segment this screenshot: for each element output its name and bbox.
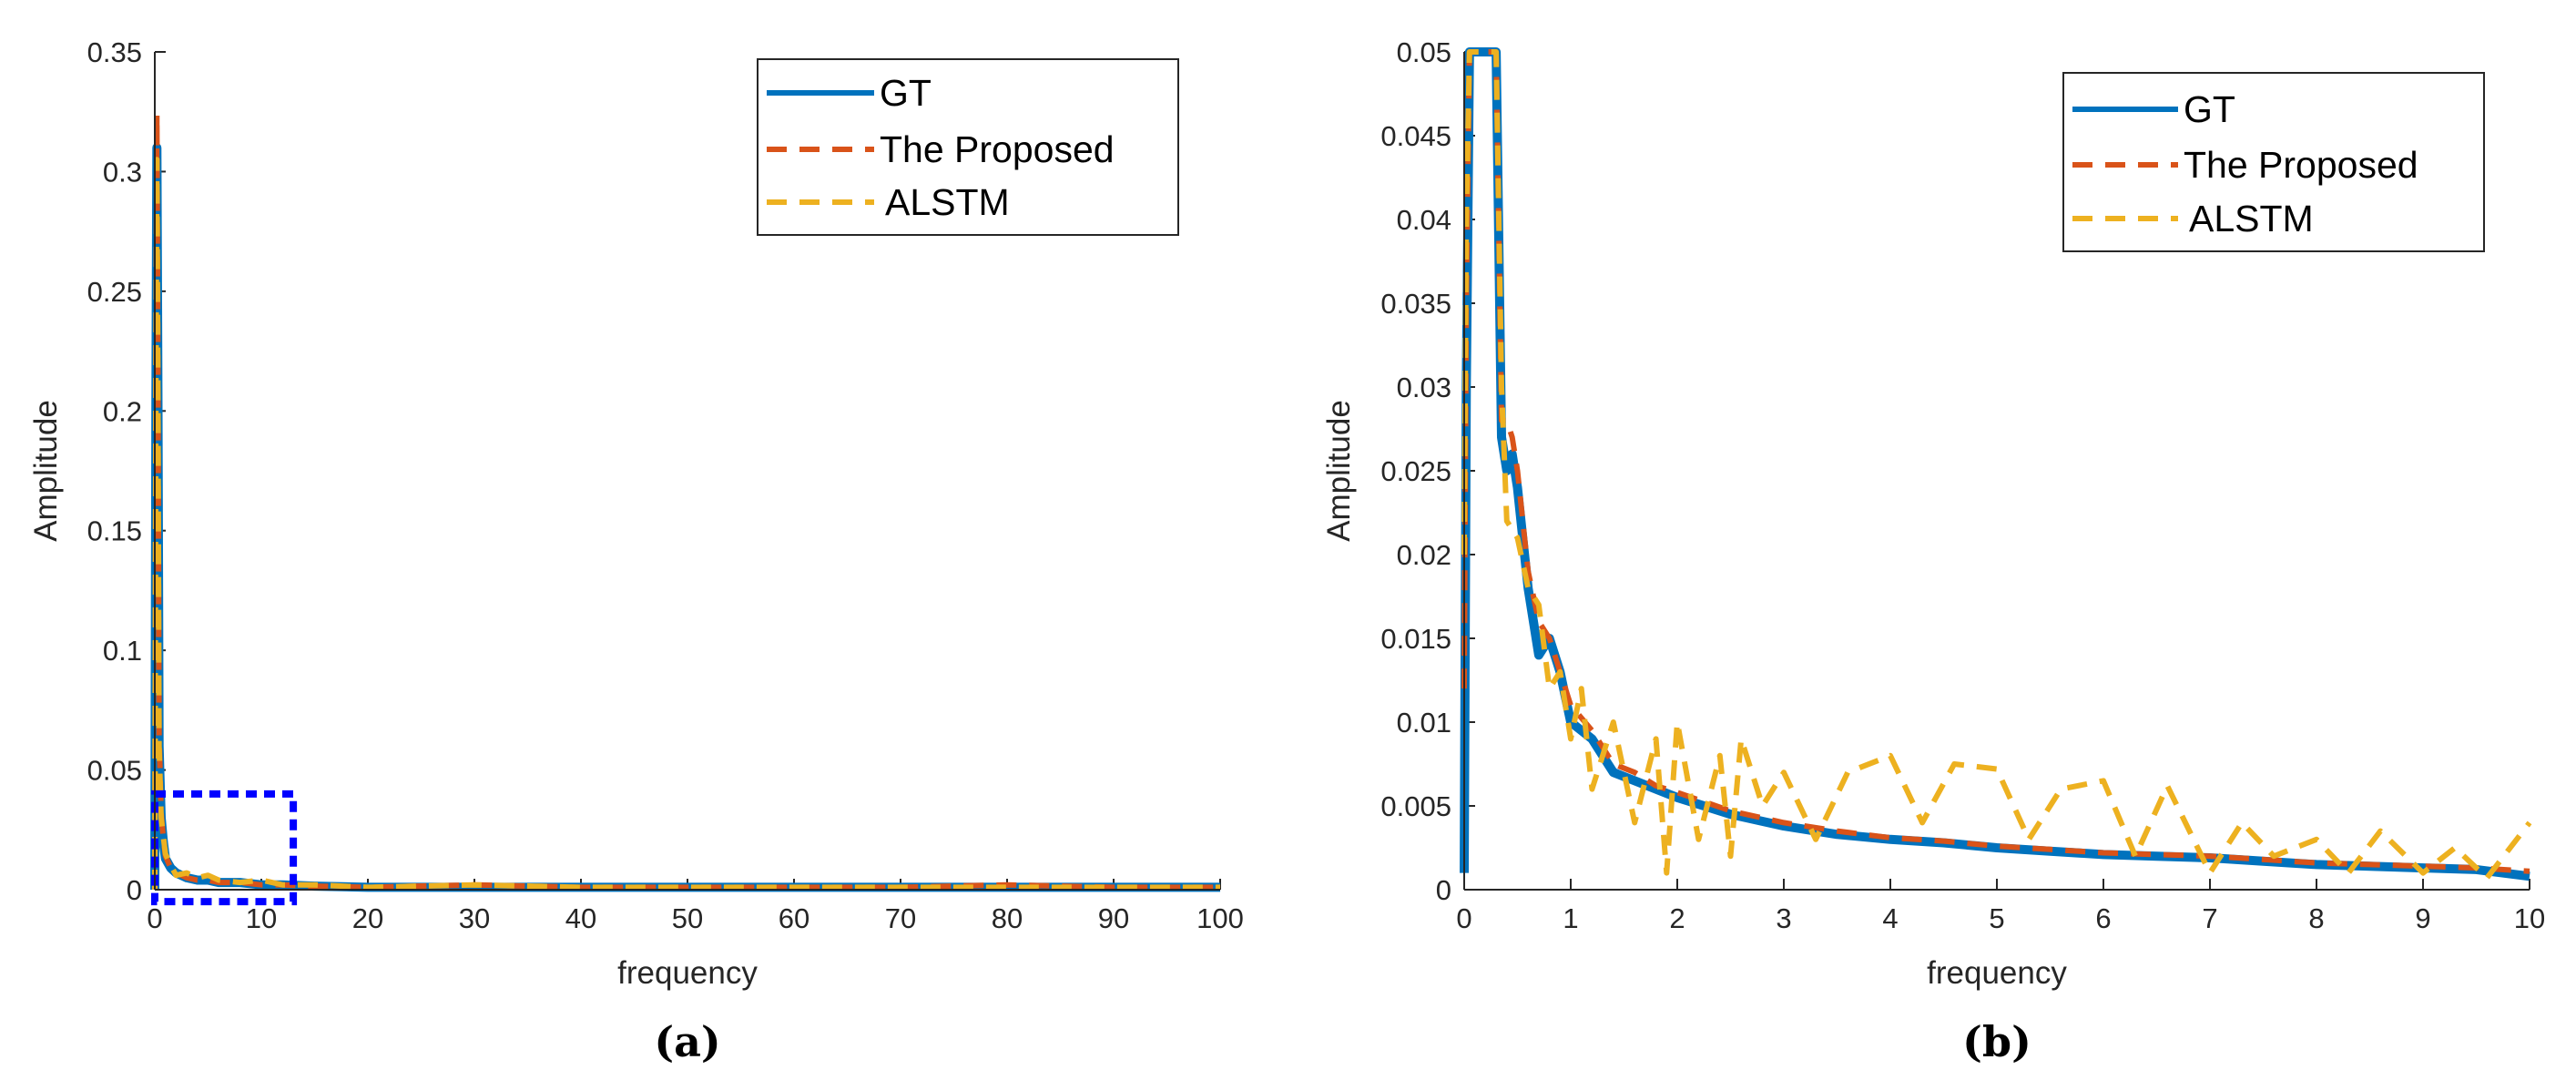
legend-label-gt: GT (880, 72, 932, 114)
x-tick-label: 90 (1098, 902, 1129, 934)
y-tick-label: 0.05 (87, 755, 142, 787)
y-tick-label: 0 (1436, 874, 1451, 906)
y-tick-label: 0.04 (1397, 204, 1451, 236)
y-tick-label: 0.01 (1397, 707, 1451, 739)
x-tick-label: 1 (1563, 902, 1578, 934)
x-tick-label: 20 (352, 902, 383, 934)
x-tick-label: 8 (2308, 902, 2324, 934)
y-tick-label: 0.15 (87, 515, 142, 547)
panel-b-series (1460, 47, 2532, 881)
panel-a-ticks: 0 10 20 30 40 50 60 70 80 90 100 0 0.05 0.1 0.15 0.2 0.2… (87, 36, 1244, 934)
series-line-alstm (152, 157, 1220, 891)
x-tick-label: 40 (565, 902, 596, 934)
y-tick-label: 0.035 (1380, 288, 1451, 320)
x-tick-label: 30 (459, 902, 490, 934)
x-tick-label: 5 (1989, 902, 2004, 934)
y-tick-label: 0.3 (103, 156, 142, 188)
legend-box (757, 58, 1179, 236)
panel-b: 0 1 2 3 4 5 6 7 8 9 10 0 0.005 0.01 0.015 0.02 0.025 0.03… (1321, 36, 2545, 1066)
panel-a-ylabel: Amplitude (28, 400, 64, 542)
y-tick-label: 0.1 (103, 635, 142, 667)
x-tick-label: 0 (1456, 902, 1471, 934)
x-tick-label: 50 (672, 902, 703, 934)
x-tick-label: 4 (1882, 902, 1898, 934)
x-tick-label: 9 (2415, 902, 2430, 934)
y-tick-label: 0.015 (1380, 623, 1451, 655)
x-tick-label: 100 (1196, 902, 1244, 934)
panel-b-legend: GT The Proposed ALSTM (2062, 72, 2485, 252)
legend-label-gt: GT (2184, 88, 2235, 130)
y-tick-label: 0.005 (1380, 790, 1451, 822)
legend-box (2062, 72, 2485, 252)
panel-b-label: (b) (1962, 1017, 2031, 1066)
panel-b-ylabel: Amplitude (1321, 400, 1357, 542)
y-tick-label: 0.045 (1380, 120, 1451, 152)
x-tick-label: 80 (992, 902, 1023, 934)
x-tick-label: 60 (779, 902, 809, 934)
x-tick-label: 0 (147, 902, 162, 934)
legend-label-the-proposed: The Proposed (880, 128, 1115, 170)
y-tick-label: 0.05 (1397, 36, 1451, 68)
panel-a-series (150, 111, 1220, 892)
y-tick-label: 0.35 (87, 36, 142, 68)
y-tick-label: 0.03 (1397, 372, 1451, 403)
legend-label-alstm: ALSTM (2189, 198, 2314, 239)
legend-label-alstm: ALSTM (885, 181, 1010, 223)
panel-b-ticks: 0 1 2 3 4 5 6 7 8 9 10 0 0.005 0.01 0.015 0.02 0.025 0.03… (1380, 36, 2545, 934)
panel-a-legend: GT The Proposed ALSTM (757, 58, 1179, 236)
x-tick-label: 3 (1776, 902, 1791, 934)
x-tick-label: 10 (246, 902, 277, 934)
panel-a-xlabel: frequency (617, 955, 758, 991)
panel-a-label: (a) (654, 1017, 720, 1066)
y-tick-label: 0.025 (1380, 455, 1451, 487)
panel-b-xlabel: frequency (1927, 955, 2067, 991)
x-tick-label: 6 (2095, 902, 2111, 934)
y-tick-label: 0.25 (87, 276, 142, 308)
y-tick-label: 0.2 (103, 395, 142, 427)
legend-label-the-proposed: The Proposed (2184, 144, 2418, 186)
y-tick-label: 0.02 (1397, 539, 1451, 571)
x-tick-label: 10 (2514, 902, 2545, 934)
panel-a: 0 10 20 30 40 50 60 70 80 90 100 0 0.05 0.1 0.15 0.2 0.2… (28, 36, 1244, 1066)
x-tick-label: 7 (2202, 902, 2217, 934)
y-tick-label: 0 (127, 874, 142, 906)
x-tick-label: 70 (885, 902, 916, 934)
x-tick-label: 2 (1669, 902, 1685, 934)
